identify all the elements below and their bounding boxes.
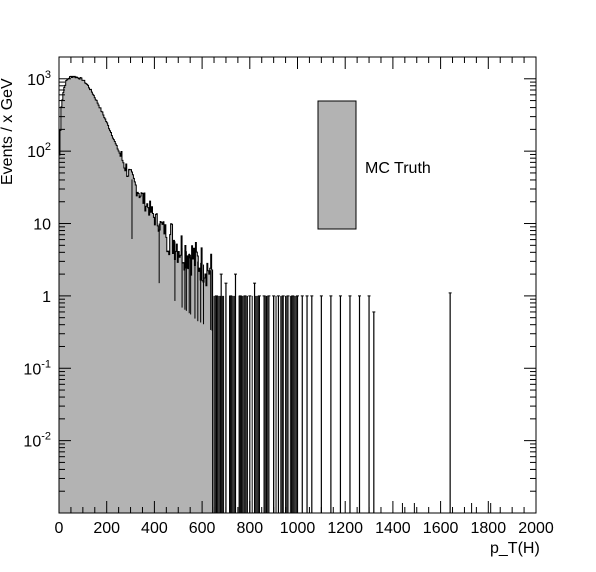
x-tick-label: 800 bbox=[236, 520, 263, 537]
x-tick-label: 1800 bbox=[471, 520, 507, 537]
plot-area bbox=[58, 75, 492, 514]
legend-swatch bbox=[317, 100, 357, 230]
y-tick-label: 10-2 bbox=[23, 431, 51, 451]
x-tick-label: 400 bbox=[141, 520, 168, 537]
x-tick-label: 1200 bbox=[327, 520, 363, 537]
y-tick-label: 102 bbox=[27, 141, 51, 161]
legend-label: MC Truth bbox=[365, 160, 431, 177]
x-tick-label: 200 bbox=[93, 520, 120, 537]
y-axis-title: Events / x GeV bbox=[0, 78, 16, 185]
y-tick-label: 1 bbox=[42, 289, 51, 306]
x-tick-label: 1600 bbox=[423, 520, 459, 537]
x-tick-label: 2000 bbox=[518, 520, 554, 537]
x-tick-label: 600 bbox=[189, 520, 216, 537]
x-tick-label: 1000 bbox=[280, 520, 316, 537]
histogram-fill bbox=[58, 75, 214, 514]
y-tick-label: 10 bbox=[33, 217, 51, 234]
x-tick-label: 1400 bbox=[375, 520, 411, 537]
axes: 0 200 400 600 800 1000 1200 1400 1600 1800 2000 10-… bbox=[23, 56, 554, 537]
y-tick-label: 103 bbox=[27, 69, 51, 89]
x-axis-title: p_T(H) bbox=[490, 540, 540, 557]
legend: MC Truth bbox=[317, 100, 431, 230]
y-tick-label: 10-1 bbox=[23, 358, 51, 378]
x-tick-label: 0 bbox=[55, 520, 64, 537]
